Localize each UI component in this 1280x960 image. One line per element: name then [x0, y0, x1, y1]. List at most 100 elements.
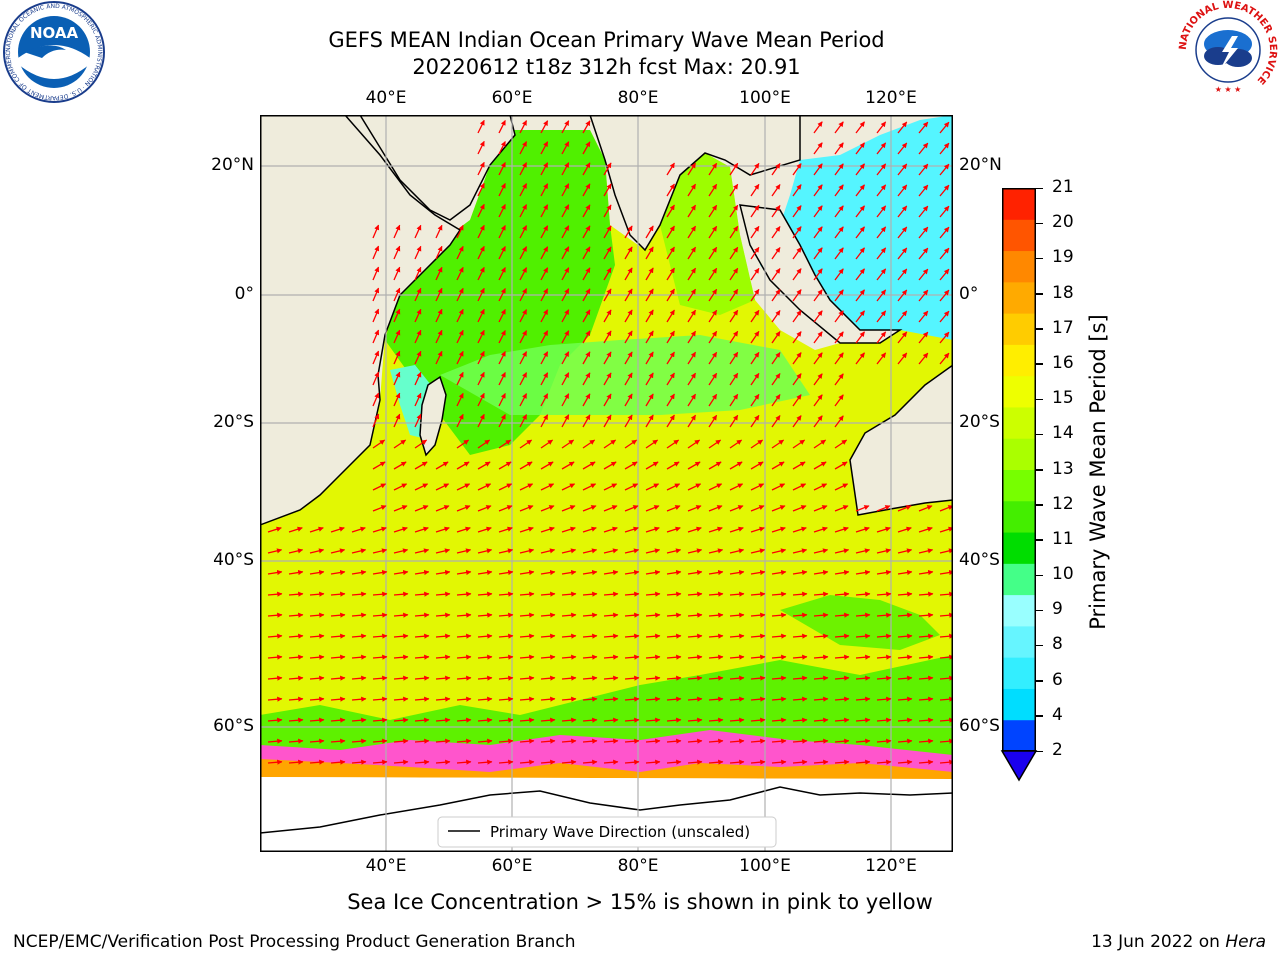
wave-arrow — [372, 612, 388, 618]
wave-arrow — [624, 569, 640, 576]
colorbar-tick-mark — [1036, 363, 1043, 365]
wave-arrow — [729, 483, 744, 491]
footer-date-text: 13 Jun 2022 on — [1091, 932, 1220, 952]
wave-arrow — [582, 351, 591, 365]
wave-arrow — [477, 371, 485, 386]
wave-arrow — [834, 675, 850, 681]
wave-arrow — [876, 591, 892, 597]
wave-arrow — [855, 675, 871, 681]
wave-arrow — [393, 569, 409, 576]
wave-arrow — [834, 717, 850, 723]
wave-arrow — [288, 696, 304, 702]
wave-arrow — [267, 717, 283, 723]
wave-arrow — [708, 696, 724, 702]
wave-arrow — [456, 548, 472, 554]
wave-arrow — [582, 439, 596, 449]
wave-arrow — [372, 266, 380, 281]
colorbar-segment — [1002, 625, 1036, 658]
wave-arrow — [393, 461, 407, 470]
wave-arrow — [267, 654, 283, 660]
wave-arrow — [498, 591, 514, 597]
wave-arrow — [939, 526, 953, 533]
wave-arrow — [477, 350, 485, 365]
wave-arrow — [708, 612, 724, 618]
wave-arrow — [918, 612, 934, 618]
wave-arrow — [750, 483, 765, 491]
wave-arrow — [708, 393, 718, 407]
wave-arrow — [750, 351, 760, 365]
wave-arrow — [603, 675, 619, 681]
wave-arrow — [498, 288, 506, 302]
wave-arrow — [498, 696, 514, 702]
lon-label-top-120e: 120°E — [865, 88, 917, 108]
wave-arrow — [372, 329, 380, 344]
lat-label-left-20s: 20°S — [213, 412, 254, 432]
wave-arrow — [582, 569, 598, 576]
wave-arrow — [582, 759, 598, 765]
wave-arrow — [792, 461, 806, 470]
wave-arrow — [372, 287, 380, 302]
colorbar-tick-label: 14 — [1052, 423, 1074, 444]
wave-arrow — [603, 309, 612, 323]
wave-arrow — [729, 654, 745, 660]
wave-arrow — [666, 483, 681, 491]
wave-arrow — [582, 309, 591, 323]
wave-arrow — [624, 372, 633, 386]
wave-arrow — [666, 696, 682, 702]
wave-arrow — [414, 759, 430, 765]
wave-arrow — [792, 184, 802, 197]
wave-arrow — [645, 612, 661, 618]
wave-arrow — [540, 246, 549, 260]
wave-arrow — [729, 204, 739, 218]
wave-arrow — [666, 548, 682, 554]
wave-arrow — [666, 461, 680, 470]
wave-arrow — [456, 526, 471, 533]
wave-arrow — [414, 245, 422, 260]
wave-arrow — [351, 717, 367, 723]
wave-arrow — [477, 182, 485, 197]
madagascar — [419, 375, 447, 457]
colorbar-tick-mark — [1036, 187, 1043, 189]
wave-arrow — [519, 393, 528, 407]
wave-arrow — [393, 439, 407, 449]
wave-arrow — [729, 393, 739, 407]
wave-arrow — [414, 308, 422, 323]
wave-arrow — [855, 505, 870, 512]
wave-arrow — [771, 591, 787, 597]
wave-arrow — [351, 696, 367, 702]
wave-arrow — [645, 372, 654, 386]
wave-arrow — [645, 505, 660, 512]
wave-arrow — [729, 633, 745, 639]
wave-arrow — [309, 717, 325, 723]
wave-arrow — [750, 696, 766, 702]
wave-arrow — [876, 121, 887, 134]
wave-arrow — [498, 183, 506, 197]
wave-arrow — [666, 675, 682, 681]
wave-arrow — [750, 372, 760, 386]
colorbar-tick-mark — [1036, 469, 1043, 471]
wave-arrow — [771, 352, 781, 365]
colorbar-tick-label: 18 — [1052, 282, 1074, 303]
wave-arrow — [645, 414, 654, 428]
wave-arrow — [540, 330, 549, 344]
wave-arrow — [687, 654, 703, 660]
wave-arrow — [582, 204, 591, 218]
footer-host: Hera — [1225, 932, 1266, 952]
wave-arrow — [708, 351, 718, 365]
colorbar-tick-label: 17 — [1052, 317, 1074, 338]
wave-arrow — [792, 548, 808, 554]
wave-arrow — [498, 267, 506, 281]
wave-arrow — [519, 483, 534, 491]
wave-arrow — [267, 675, 283, 681]
wave-arrow — [939, 205, 950, 218]
wave-arrow — [372, 308, 380, 323]
wave-arrow — [645, 759, 661, 765]
wave-arrow — [855, 331, 866, 344]
wave-arrow — [603, 483, 618, 491]
wave-arrow — [792, 569, 808, 576]
wave-arrow — [834, 526, 849, 533]
green-band-north — [385, 130, 615, 455]
wave-arrow — [645, 246, 654, 260]
wave-arrow — [435, 738, 451, 744]
wave-arrow — [750, 633, 766, 639]
